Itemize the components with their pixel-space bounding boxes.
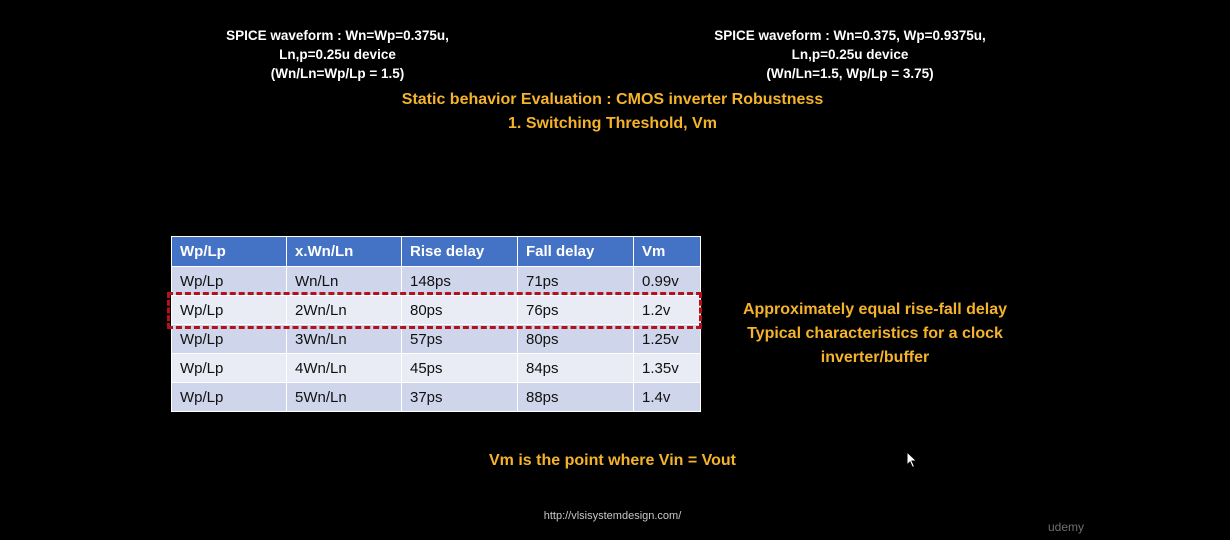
cell-wp-lp: Wp/Lp — [171, 382, 287, 412]
cell-fall-delay: 76ps — [517, 295, 634, 325]
spice-note-right-line1: SPICE waveform : Wn=0.375, Wp=0.9375u, — [714, 28, 986, 43]
cell-wn-ln: Wn/Ln — [286, 266, 402, 296]
header-fall-delay: Fall delay — [517, 236, 634, 267]
header-wn-ln: x.Wn/Ln — [286, 236, 402, 267]
rise-fall-note: Approximately equal rise-fall delay Typi… — [715, 298, 1035, 370]
cell-rise-delay: 80ps — [401, 295, 518, 325]
cell-fall-delay: 84ps — [517, 353, 634, 383]
cell-rise-delay: 148ps — [401, 266, 518, 296]
cell-vm: 1.2v — [633, 295, 701, 325]
header-vm: Vm — [633, 236, 701, 267]
cell-wn-ln: 5Wn/Ln — [286, 382, 402, 412]
header-wp-lp: Wp/Lp — [171, 236, 287, 267]
cell-vm: 1.35v — [633, 353, 701, 383]
cell-wp-lp: Wp/Lp — [171, 266, 287, 296]
rise-fall-note-line3: inverter/buffer — [820, 349, 930, 366]
cell-wn-ln: 2Wn/Ln — [286, 295, 402, 325]
cell-fall-delay: 88ps — [517, 382, 634, 412]
header-rise-delay: Rise delay — [401, 236, 518, 267]
cell-rise-delay: 45ps — [401, 353, 518, 383]
table-row: Wp/Lp 5Wn/Ln 37ps 88ps 1.4v — [171, 382, 701, 412]
switching-threshold-table: Wp/Lp x.Wn/Ln Rise delay Fall delay Vm W… — [171, 236, 701, 412]
cell-vm: 1.25v — [633, 324, 701, 354]
cell-wn-ln: 4Wn/Ln — [286, 353, 402, 383]
cell-fall-delay: 71ps — [517, 266, 634, 296]
spice-note-right-line2: Ln,p=0.25u device — [791, 47, 909, 62]
spice-note-left-line3: (Wn/Ln=Wp/Lp = 1.5) — [270, 66, 405, 81]
udemy-watermark: udemy — [1048, 520, 1085, 534]
spice-note-right-line3: (Wn/Ln=1.5, Wp/Lp = 3.75) — [766, 66, 934, 81]
cell-vm: 1.4v — [633, 382, 701, 412]
mouse-cursor-icon — [906, 451, 918, 469]
spice-note-left-line2: Ln,p=0.25u device — [279, 47, 396, 62]
vm-definition: Vm is the point where Vin = Vout — [489, 452, 736, 469]
cell-vm: 0.99v — [633, 266, 701, 296]
table-row: Wp/Lp 4Wn/Ln 45ps 84ps 1.35v — [171, 353, 701, 383]
cell-rise-delay: 37ps — [401, 382, 518, 412]
rise-fall-note-line1: Approximately equal rise-fall delay — [742, 301, 1008, 318]
table-row: Wp/Lp 3Wn/Ln 57ps 80ps 1.25v — [171, 324, 701, 354]
rise-fall-note-line2: Typical characteristics for a clock — [747, 325, 1003, 342]
source-url[interactable]: http://vlsisystemdesign.com/ — [543, 510, 682, 522]
table-header-row: Wp/Lp x.Wn/Ln Rise delay Fall delay Vm — [171, 236, 701, 267]
spice-note-left: SPICE waveform : Wn=Wp=0.375u, Ln,p=0.25… — [205, 26, 470, 83]
cell-wn-ln: 3Wn/Ln — [286, 324, 402, 354]
cell-wp-lp: Wp/Lp — [171, 324, 287, 354]
cell-fall-delay: 80ps — [517, 324, 634, 354]
cell-wp-lp: Wp/Lp — [171, 353, 287, 383]
spice-note-right: SPICE waveform : Wn=0.375, Wp=0.9375u, L… — [690, 26, 1010, 83]
table-row: Wp/Lp Wn/Ln 148ps 71ps 0.99v — [171, 266, 701, 296]
table-row: Wp/Lp 2Wn/Ln 80ps 76ps 1.2v — [171, 295, 701, 325]
spice-note-left-line1: SPICE waveform : Wn=Wp=0.375u, — [226, 28, 449, 43]
slide-subtitle: 1. Switching Threshold, Vm — [508, 115, 717, 132]
cell-rise-delay: 57ps — [401, 324, 518, 354]
cell-wp-lp: Wp/Lp — [171, 295, 287, 325]
slide-title: Static behavior Evaluation : CMOS invert… — [401, 91, 824, 108]
